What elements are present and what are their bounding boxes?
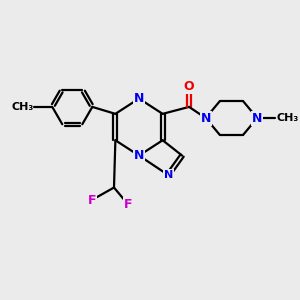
Text: CH₃: CH₃ — [12, 102, 34, 112]
Text: CH₃: CH₃ — [277, 113, 299, 123]
Text: N: N — [134, 92, 144, 105]
Text: N: N — [134, 149, 144, 162]
Text: N: N — [164, 170, 173, 180]
Text: F: F — [88, 194, 96, 206]
Text: N: N — [201, 112, 211, 124]
Text: F: F — [124, 198, 132, 211]
Text: O: O — [184, 80, 194, 93]
Text: N: N — [252, 112, 262, 124]
